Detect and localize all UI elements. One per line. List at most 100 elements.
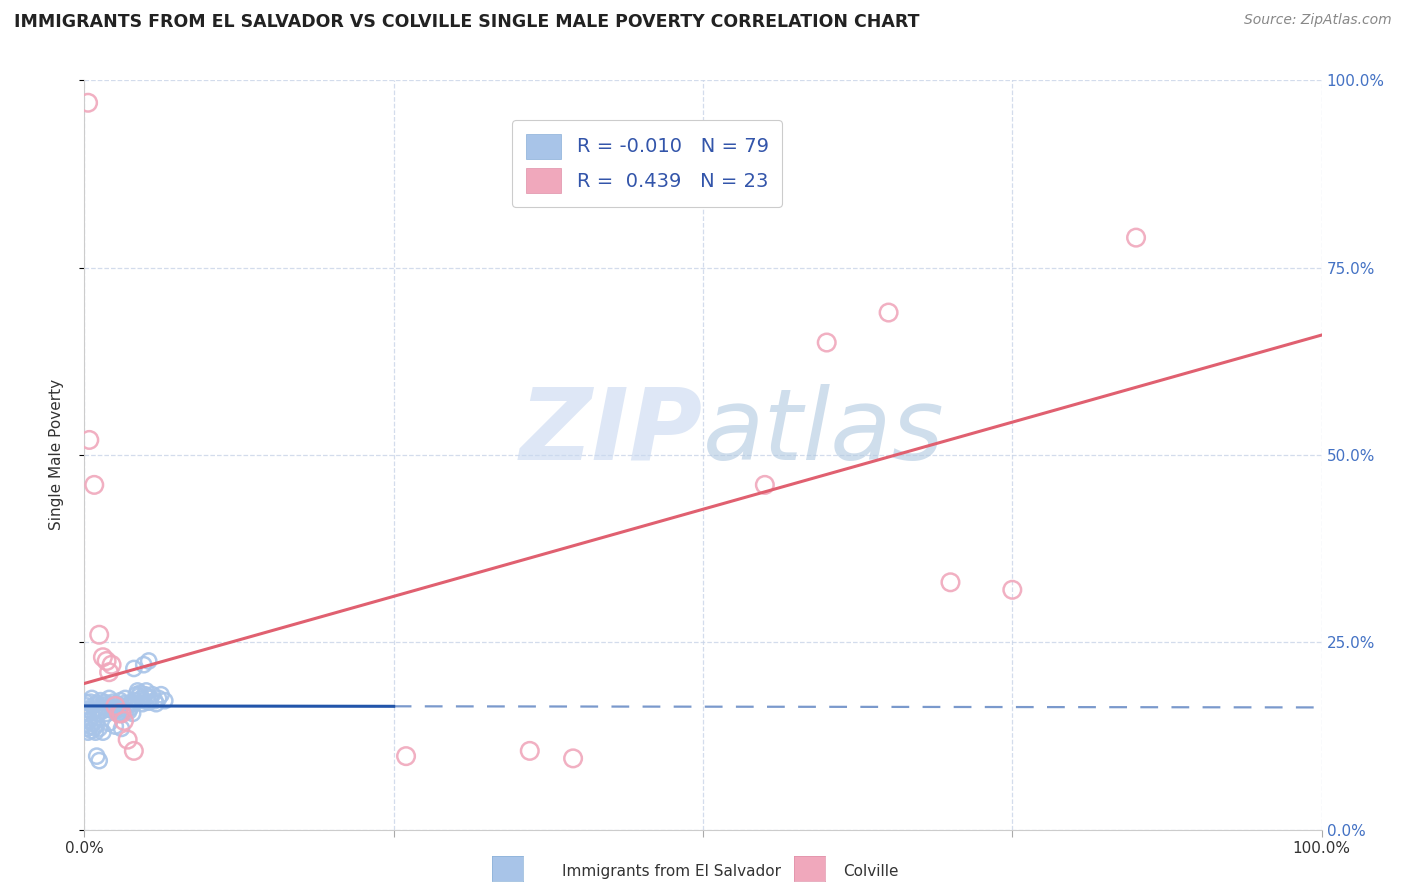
Text: Colville: Colville [844,863,898,879]
Point [129,691,152,706]
Point [104,701,127,715]
Point [101,695,124,709]
Point [118,704,141,718]
Point [120,695,142,709]
Point [148,691,170,706]
Point [139,691,162,706]
Point [110,698,132,713]
Point [89,754,111,768]
Point [98,665,121,680]
Point [107,706,129,721]
Point [100,657,122,672]
Point [110,706,132,721]
Point [77,725,100,739]
Point [129,686,152,700]
Point [82,716,104,731]
Point [84,701,107,715]
Point [395,749,418,764]
Point [93,695,115,709]
Point [122,744,145,758]
Point [138,654,160,668]
Point [96,654,118,668]
Point [136,689,159,703]
Point [877,305,900,319]
Point [122,697,145,711]
Point [79,433,101,447]
Point [82,698,104,713]
Point [86,749,108,764]
Point [117,698,139,713]
Point [125,688,148,702]
Point [79,714,101,728]
Point [115,703,138,717]
Point [127,684,149,698]
Point [145,697,167,711]
Point [110,722,132,736]
Point [76,698,98,713]
Point [105,697,128,711]
Point [111,704,134,718]
Text: ZIP: ZIP [520,384,703,481]
Point [104,719,127,733]
Point [1125,230,1147,244]
Point [150,688,173,702]
Point [97,697,120,711]
Point [131,697,153,711]
Point [80,691,103,706]
Point [815,335,838,350]
Point [135,684,157,698]
Point [89,703,111,717]
Point [112,714,135,728]
Point [121,706,143,721]
Point [138,695,160,709]
Point [94,701,117,715]
Legend: R = -0.010   N = 79, R =  0.439   N = 23: R = -0.010 N = 79, R = 0.439 N = 23 [512,120,782,207]
Point [77,706,100,721]
Point [91,698,114,713]
Point [83,478,105,492]
Point [134,688,156,702]
Point [108,703,131,717]
Point [117,732,139,747]
Point [939,575,962,590]
Point [91,725,114,739]
Point [79,703,101,717]
Point [128,689,150,703]
Point [75,717,97,731]
Point [143,694,166,708]
Text: atlas: atlas [703,384,945,481]
Point [89,694,111,708]
Point [79,695,101,709]
Text: IMMIGRANTS FROM EL SALVADOR VS COLVILLE SINGLE MALE POVERTY CORRELATION CHART: IMMIGRANTS FROM EL SALVADOR VS COLVILLE … [14,13,920,31]
Point [153,694,176,708]
Text: Source: ZipAtlas.com: Source: ZipAtlas.com [1244,13,1392,28]
Point [84,725,107,739]
Point [124,694,146,708]
Point [96,706,118,721]
Point [104,698,127,713]
Point [79,719,101,733]
Point [91,650,114,665]
Point [86,717,108,731]
Point [77,95,100,110]
Point [90,704,112,718]
Point [98,716,121,731]
Point [754,478,776,492]
Point [103,704,125,718]
Point [122,661,145,675]
Point [114,691,136,706]
Point [132,657,155,672]
Point [75,695,97,709]
Point [80,723,103,738]
Point [86,697,108,711]
Y-axis label: Single Male Poverty: Single Male Poverty [49,379,63,531]
Point [83,704,105,718]
Point [98,691,121,706]
Point [120,701,142,715]
Point [110,694,132,708]
Point [562,751,585,765]
Point [100,698,122,713]
Point [519,744,541,758]
Point [1001,582,1024,597]
Point [76,722,98,736]
